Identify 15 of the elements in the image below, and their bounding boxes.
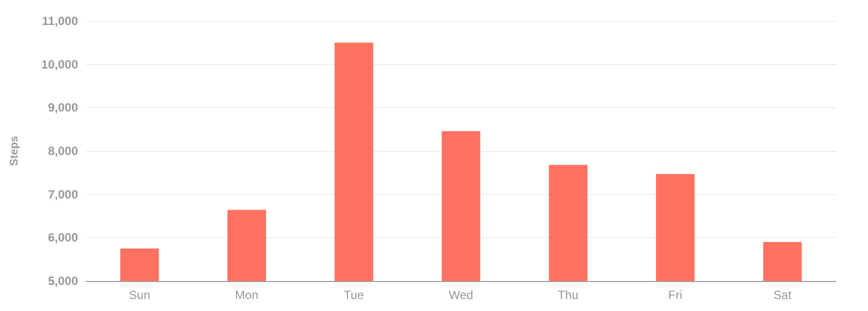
y-tick-label: 5,000 bbox=[48, 274, 78, 288]
x-tick-label: Thu bbox=[558, 288, 578, 302]
y-tick-label: 9,000 bbox=[48, 100, 78, 115]
x-tick-label: Mon bbox=[235, 288, 258, 302]
y-tick-label: 7,000 bbox=[48, 187, 78, 202]
x-tick-label: Fri bbox=[668, 288, 682, 302]
y-tick-label: 11,000 bbox=[42, 14, 78, 28]
x-tick-label: Tue bbox=[344, 288, 364, 302]
x-tick-label: Sun bbox=[128, 288, 150, 302]
x-tick-label: Sat bbox=[773, 288, 792, 302]
x-tick-label: Wed bbox=[448, 288, 474, 302]
y-tick-label: 6,000 bbox=[48, 230, 78, 245]
y-tick-label: 10,000 bbox=[41, 57, 78, 72]
y-axis-title: Steps bbox=[8, 136, 20, 166]
y-tick-label: 8,000 bbox=[48, 144, 78, 158]
